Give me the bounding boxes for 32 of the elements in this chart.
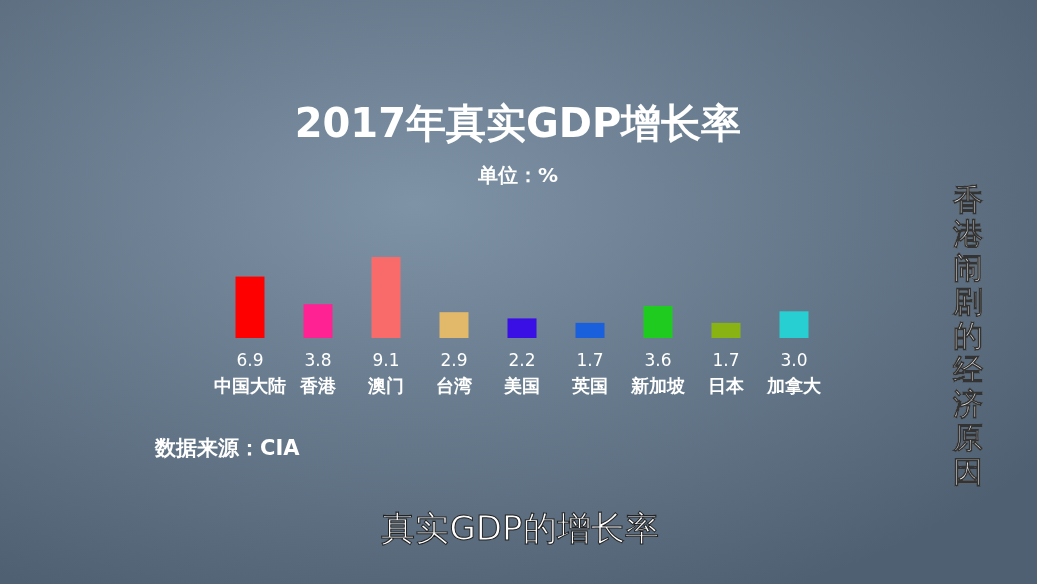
- bar: [575, 322, 605, 338]
- x-tick-label: 英国: [571, 375, 608, 396]
- data-label: 9.1: [372, 350, 400, 370]
- data-label: 3.0: [780, 350, 808, 370]
- chart-subtitle: 单位：%: [476, 163, 559, 187]
- x-tick-label: 日本: [708, 375, 745, 396]
- text: 真实GDP的增长率: [381, 508, 659, 548]
- data-label: 3.8: [304, 350, 332, 370]
- bar: [779, 311, 809, 338]
- bar: [235, 276, 265, 338]
- data-label: 2.9: [440, 350, 468, 370]
- source-note: 数据来源：CIA: [154, 436, 301, 460]
- data-label: 1.7: [712, 350, 740, 370]
- bar: [643, 305, 673, 338]
- x-tick-label: 新加坡: [630, 375, 685, 396]
- x-tick-label: 美国: [503, 375, 540, 396]
- bar: [439, 312, 469, 338]
- bar: [371, 257, 401, 338]
- data-label: 6.9: [236, 350, 264, 370]
- data-label: 2.2: [508, 350, 536, 370]
- x-tick-label: 澳门: [367, 375, 404, 396]
- data-label: 3.6: [644, 350, 672, 370]
- bar: [711, 322, 741, 338]
- x-tick-label: 台湾: [436, 375, 472, 396]
- bar: [507, 318, 537, 338]
- x-tick-label: 香港: [299, 375, 337, 396]
- x-tick-label: 加拿大: [766, 375, 822, 396]
- data-label: 1.7: [576, 350, 604, 370]
- text: 香港闹剧的经济原因: [953, 182, 983, 489]
- bar: [303, 304, 333, 338]
- x-tick-label: 中国大陆: [214, 375, 286, 396]
- chart-title: 2017年真实GDP增长率: [294, 100, 742, 146]
